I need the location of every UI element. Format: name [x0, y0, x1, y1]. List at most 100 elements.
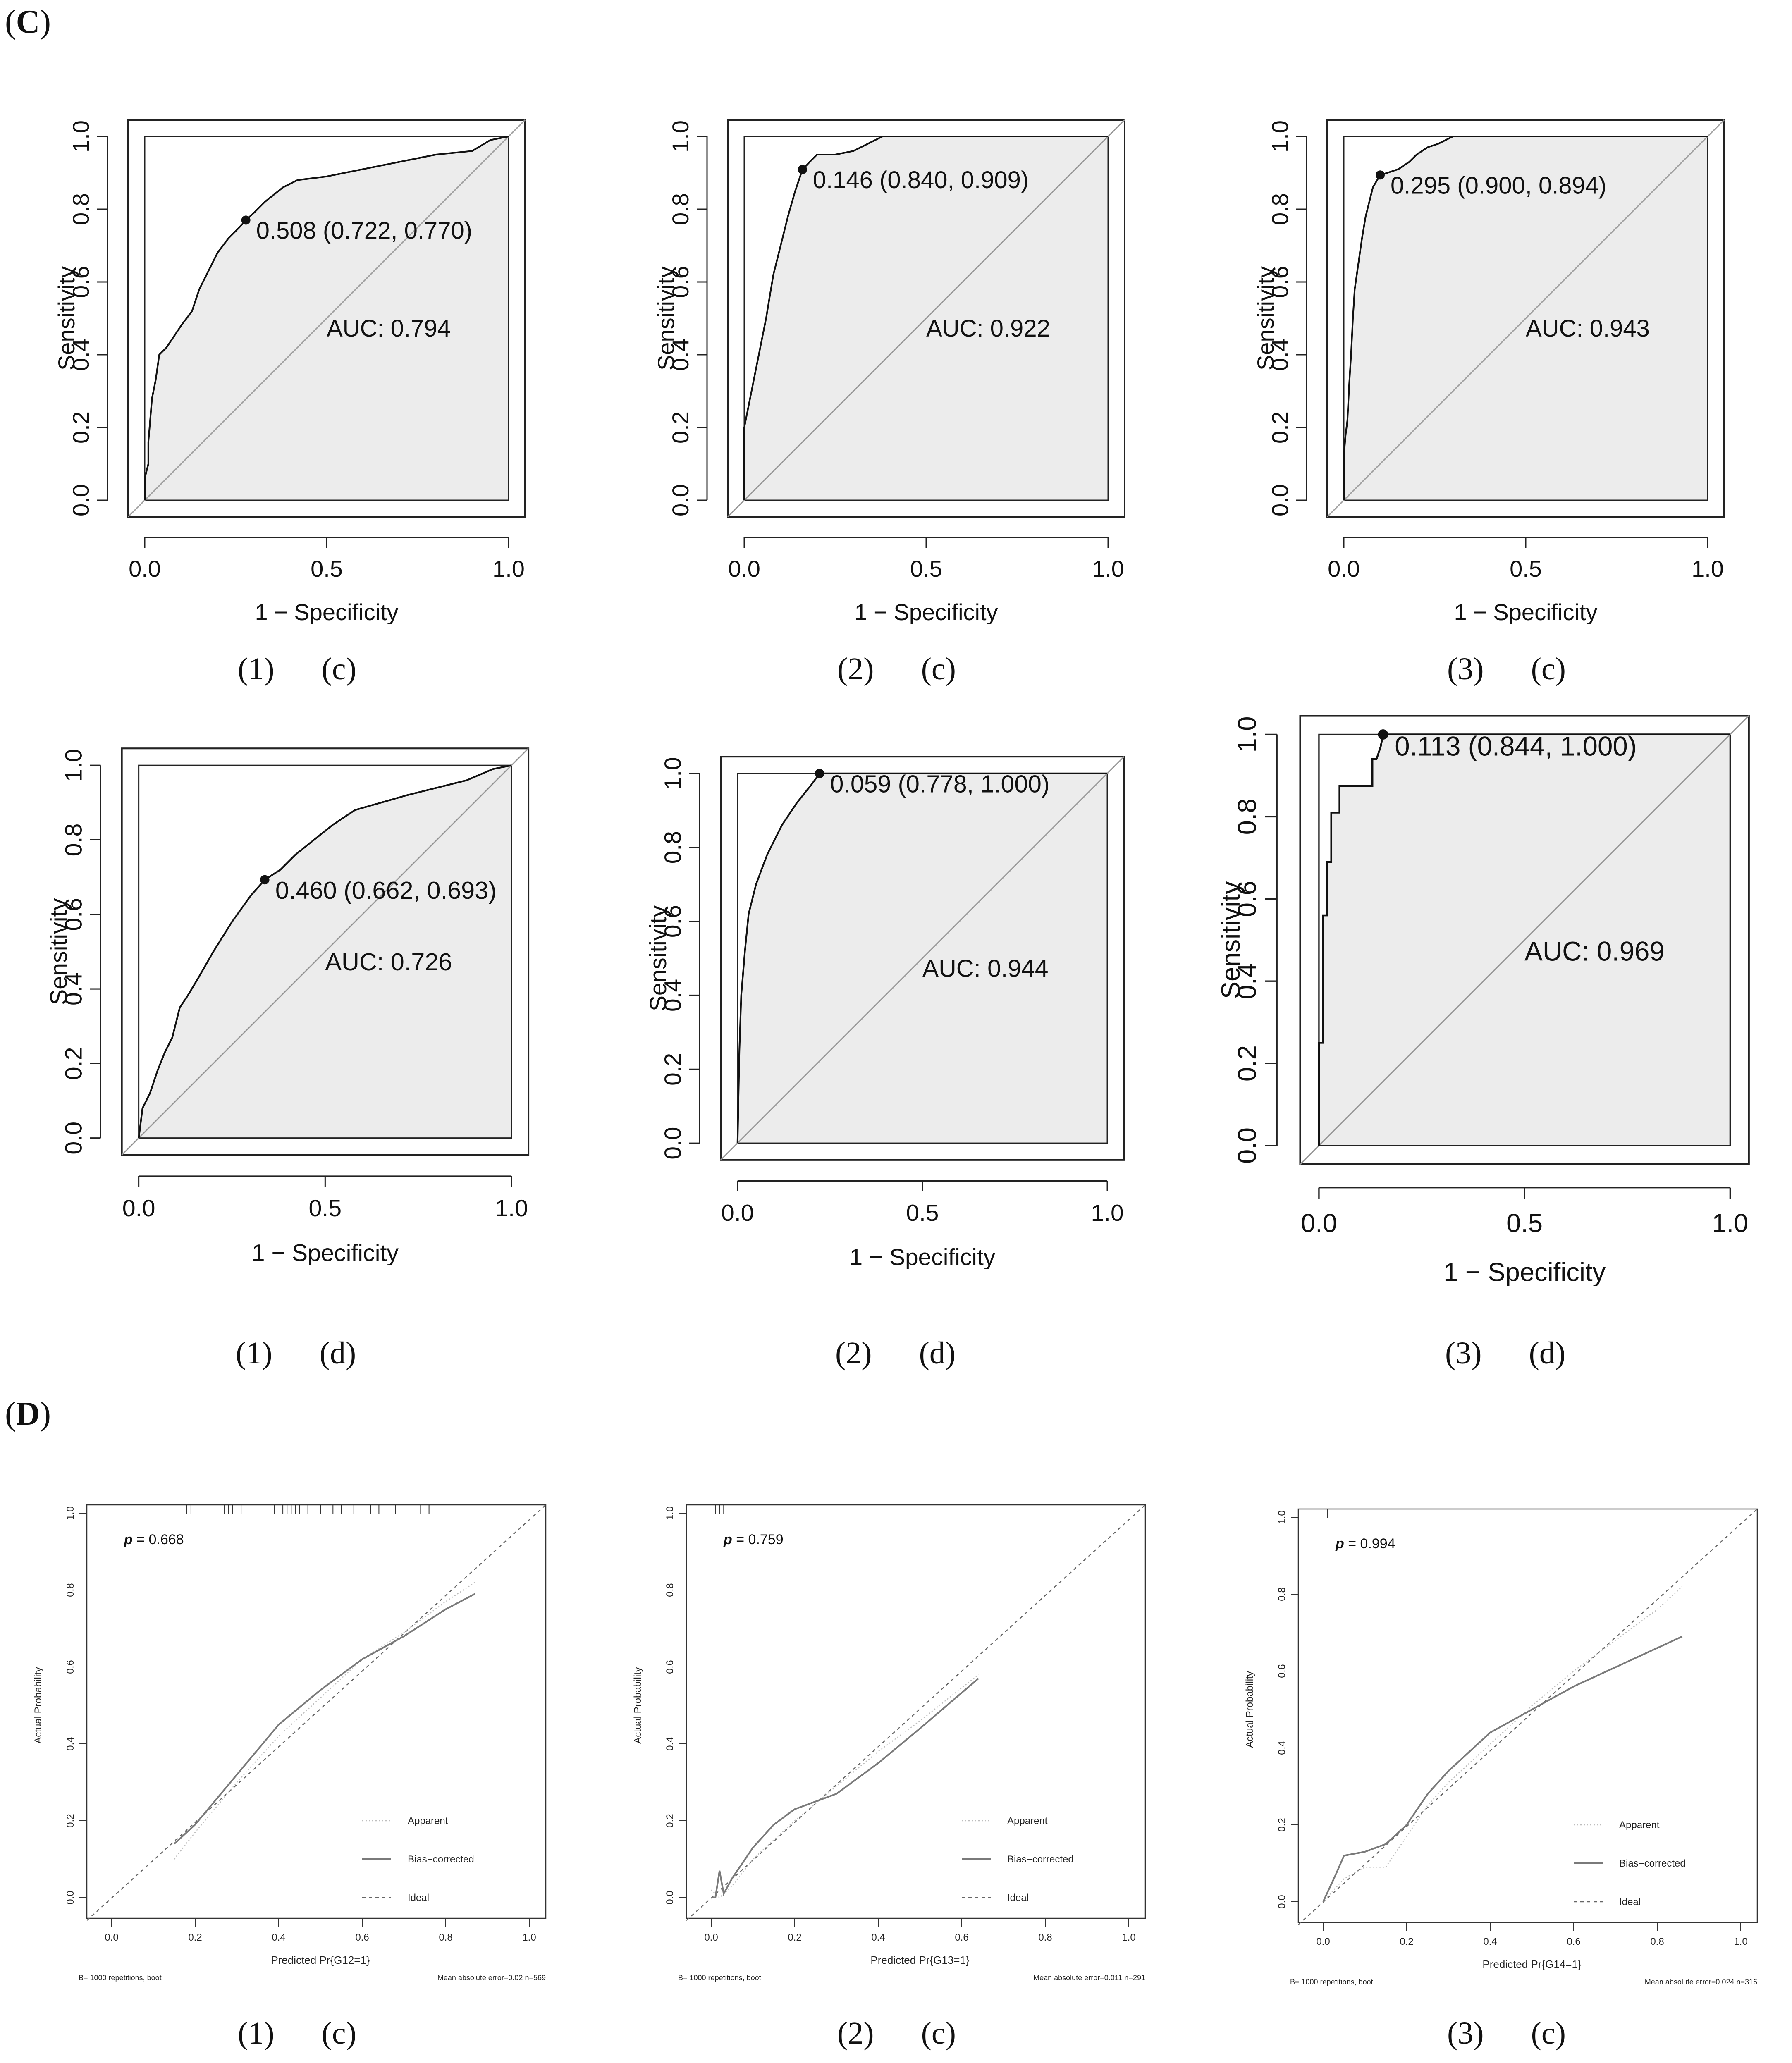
y-tick-label: 0.0: [60, 1122, 87, 1155]
plot-frame: [1326, 119, 1725, 518]
y-tick-label: 0.6: [667, 266, 693, 298]
x-tick-label: 0.6: [1567, 1936, 1580, 1947]
inner-box: [138, 764, 512, 1139]
p-symbol: p: [124, 1532, 133, 1547]
inner-box: [144, 136, 509, 501]
x-axis-label: Predicted Pr{G12=1}: [271, 1954, 370, 1966]
y-axis-label: Sensitivity: [1252, 266, 1278, 370]
x-tick-label: 0.8: [1650, 1936, 1664, 1947]
y-tick-label: 0.4: [68, 339, 94, 371]
y-tick-label: 1.0: [1276, 1510, 1288, 1524]
footer-right: Mean absolute error=0.02 n=569: [437, 1974, 546, 1982]
caption-2c-calibration: (2) (c): [837, 2016, 956, 2051]
y-tick-label: 0.2: [664, 1814, 676, 1827]
x-tick-label: 1.0: [1122, 1932, 1135, 1943]
y-tick-label: 1.0: [667, 120, 693, 153]
calibration-chart-2c: 0.0 0.2 0.4 0.6 0.8 1.0 0.0 0.2 0.4 0.6 0.8 1.0 Pred…: [624, 1480, 1158, 1989]
calibration-svg-1c: 0.0 0.2 0.4 0.6 0.8 1.0 0.0 0.2 0.4 0.6 0.8 1.0 Pred…: [33, 1504, 547, 1982]
bias-corrected-line: [711, 1678, 979, 1898]
legend-label: Bias−corrected: [1619, 1858, 1686, 1869]
p-value-label: p = 0.668: [124, 1532, 184, 1547]
caption-2c: (2) (c): [837, 652, 956, 686]
caption-3c: (3) (c): [1447, 652, 1566, 686]
y-tick-label: 0.2: [60, 1047, 87, 1080]
x-tick-label: 0.8: [439, 1932, 452, 1943]
x-tick-label: 0.0: [721, 1200, 754, 1226]
roc-chart-1d: 0.0 0.2 0.4 0.6 0.8 1.0 0.0 0.5 1.0 1 − Specifici…: [41, 744, 562, 1265]
reference-diagonal: [720, 756, 1125, 1160]
x-tick-label: 0.0: [1301, 1209, 1337, 1238]
y-tick-label: 0.0: [667, 484, 693, 516]
auc-label: AUC: 0.944: [922, 955, 1049, 982]
y-tick-label: 0.8: [1233, 798, 1262, 835]
y-tick-label: 0.6: [664, 1660, 676, 1674]
roc-curve: [144, 136, 509, 500]
footer-right: Mean absolute error=0.024 n=316: [1645, 1978, 1757, 1986]
calibration-chart-1c: 0.0 0.2 0.4 0.6 0.8 1.0 0.0 0.2 0.4 0.6 0.8 1.0 Pred…: [25, 1480, 558, 1989]
x-tick-label: 0.4: [871, 1932, 885, 1943]
y-tick-label: 0.4: [667, 339, 693, 371]
y-tick-label: 0.6: [1276, 1664, 1288, 1678]
y-axis-label: Actual Probability: [33, 1667, 44, 1743]
y-tick-label: 0.2: [68, 411, 94, 444]
reference-diagonal: [127, 119, 526, 518]
x-tick-label: 1.0: [1091, 1200, 1123, 1226]
roc-svg-1d: 0.0 0.2 0.4 0.6 0.8 1.0 0.0 0.5 1.0 1 − Specifici…: [45, 747, 530, 1265]
footer-left: B= 1000 repetitions, boot: [678, 1974, 761, 1982]
y-axis-label: Sensitivity: [53, 266, 79, 370]
roc-curve: [743, 136, 1108, 500]
x-tick-label: 0.5: [1510, 556, 1542, 582]
y-tick-label: 0.6: [65, 1660, 76, 1674]
x-tick-label: 0.2: [188, 1932, 202, 1943]
x-tick-label: 0.0: [105, 1932, 118, 1943]
ideal-line: [86, 1504, 546, 1921]
x-tick-label: 0.0: [129, 556, 161, 582]
y-tick-label: 0.2: [1276, 1818, 1288, 1831]
y-tick-label: 0.4: [664, 1737, 676, 1750]
x-tick-label: 1.0: [1092, 556, 1124, 582]
ideal-line: [686, 1504, 1146, 1921]
roc-svg-2c: 0.0 0.2 0.4 0.6 0.8 1.0 0.0 0.5 1.0 1 − Specifici…: [653, 119, 1125, 624]
x-tick-label: 0.5: [1506, 1209, 1543, 1238]
cutoff-point: [241, 215, 251, 225]
roc-chart-2d: 0.0 0.2 0.4 0.6 0.8 1.0 0.0 0.5 1.0 1 − Specifici…: [641, 752, 1158, 1269]
y-tick-label: 0.4: [65, 1737, 76, 1750]
caption-1d: (1) (d): [236, 1336, 356, 1371]
p-value-label: p = 0.759: [723, 1532, 784, 1547]
x-tick-label: 1.0: [495, 1195, 528, 1222]
y-tick-label: 0.0: [68, 484, 94, 516]
y-tick-label: 0.8: [65, 1583, 76, 1597]
x-axis-label: 1 − Specificity: [255, 599, 398, 624]
plot-frame: [121, 747, 530, 1156]
y-tick-label: 0.4: [660, 979, 686, 1012]
x-tick-label: 0.5: [308, 1195, 342, 1222]
roc-svg-1c: 0.0 0.2 0.4 0.6 0.8 1.0 0.0 0.5 1.0 1 − Specifici…: [53, 119, 526, 624]
reference-diagonal: [727, 119, 1125, 518]
y-tick-label: 1.0: [664, 1506, 676, 1520]
y-tick-label: 0.0: [1267, 484, 1293, 516]
plot-frame: [127, 119, 526, 518]
y-tick-label: 1.0: [660, 757, 686, 790]
legend-label: Apparent: [1007, 1815, 1048, 1827]
bias-corrected-line: [174, 1593, 475, 1845]
p-symbol: p: [1335, 1536, 1344, 1552]
y-tick-label: 0.4: [60, 972, 87, 1005]
section-label-c: (C): [5, 4, 51, 40]
x-tick-label: 0.5: [910, 556, 942, 582]
p-symbol: p: [723, 1532, 732, 1547]
apparent-line: [711, 1674, 979, 1898]
y-tick-label: 0.6: [60, 898, 87, 931]
y-tick-label: 0.0: [1233, 1127, 1262, 1164]
roc-svg-3d: 0.0 0.2 0.4 0.6 0.8 1.0 0.0 0.5 1.0 1 − Specifici…: [1216, 715, 1750, 1286]
ideal-line: [1298, 1509, 1758, 1925]
auc-label: AUC: 0.794: [327, 315, 451, 342]
y-tick-label: 0.8: [1276, 1587, 1288, 1601]
plot-frame: [720, 756, 1125, 1161]
cutoff-point: [260, 875, 270, 885]
cutoff-label: 0.295 (0.900, 0.894): [1391, 172, 1606, 199]
roc-svg-3c: 0.0 0.2 0.4 0.6 0.8 1.0 0.0 0.5 1.0 1 − Specifici…: [1252, 119, 1725, 624]
x-axis-label: 1 − Specificity: [1443, 1258, 1606, 1286]
plot-frame: [727, 119, 1125, 518]
y-axis-label: Sensitivity: [1216, 881, 1245, 999]
roc-chart-3c: 0.0 0.2 0.4 0.6 0.8 1.0 0.0 0.5 1.0 1 − Specifici…: [1249, 116, 1757, 624]
